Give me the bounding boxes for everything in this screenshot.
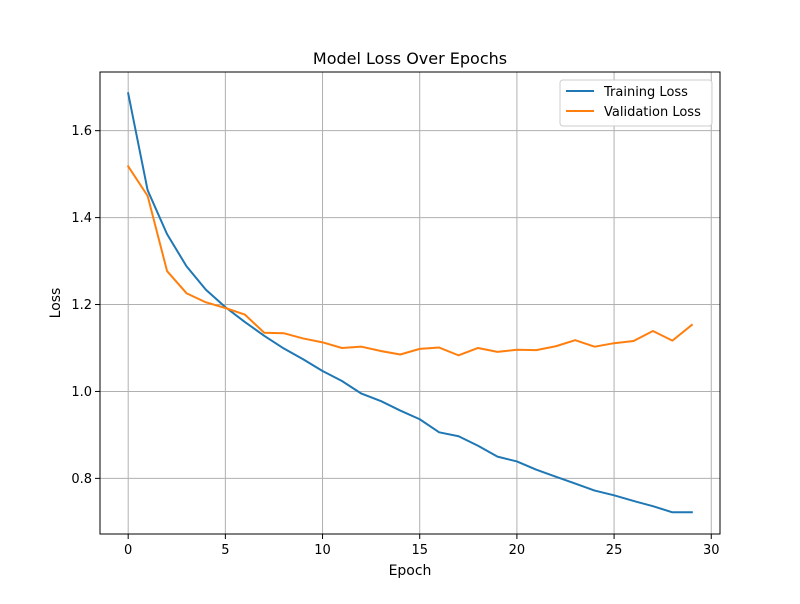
x-tick-label-15: 15 [411, 543, 428, 558]
x-tick-label-0: 0 [124, 543, 132, 558]
y-axis-label: Loss [48, 288, 64, 319]
x-tick-label-10: 10 [314, 543, 331, 558]
y-tick-label-1: 1.0 [71, 385, 92, 400]
legend-label-validation-loss: Validation Loss [604, 105, 701, 120]
grid-lines [100, 72, 720, 534]
legend-box [559, 79, 713, 127]
series-line-training-loss [127, 92, 693, 514]
y-tick-label-1-6: 1.6 [71, 124, 92, 139]
x-tick-label-25: 25 [606, 543, 623, 558]
x-tick-label-20: 20 [509, 543, 526, 558]
x-tick-label-30: 30 [703, 543, 720, 558]
axis-ticks: 0 5 10 15 20 25 30 0.8 1.0 1.2 1.4 1.6 [71, 124, 719, 558]
y-tick-label-0-8: 0.8 [71, 472, 92, 487]
x-tick-label-5: 5 [221, 543, 229, 558]
y-tick-label-1-2: 1.2 [71, 298, 92, 313]
series-lines [126, 92, 694, 514]
legend: Training Loss Validation Loss [559, 79, 713, 127]
chart-title: Model Loss Over Epochs [313, 49, 507, 68]
plot-area [100, 72, 720, 534]
legend-label-training-loss: Training Loss [603, 85, 688, 100]
x-axis-label: Epoch [389, 563, 432, 579]
plot-frame [99, 71, 721, 535]
series-line-validation-loss [126, 164, 694, 357]
y-tick-label-1-4: 1.4 [71, 211, 92, 226]
